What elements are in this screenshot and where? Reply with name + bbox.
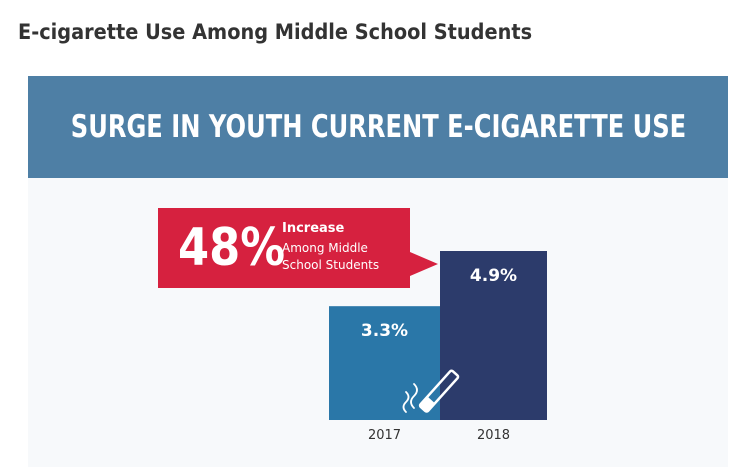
callout-label-line3: School Students (282, 258, 380, 272)
page-title: E-cigarette Use Among Middle School Stud… (18, 20, 533, 44)
tick-label-2018: 2018 (477, 428, 510, 443)
bar-2018 (440, 251, 547, 420)
bar-2017 (329, 306, 440, 420)
banner-text: SURGE IN YOUTH CURRENT E-CIGARETTE USE (70, 109, 686, 145)
callout-box: 48% Increase Among Middle School Student… (158, 208, 410, 288)
infographic-panel: SURGE IN YOUTH CURRENT E-CIGARETTE USE 4… (28, 76, 728, 467)
e-cigarette-icon (418, 369, 460, 413)
bar-chart: 3.3% 4.9% 2017 2018 (329, 251, 547, 443)
callout-label-line1: Increase (282, 221, 345, 236)
value-label-2018: 4.9% (470, 266, 517, 286)
smoke-icon (402, 383, 418, 413)
callout-percent: 48% (178, 218, 286, 278)
value-label-2017: 3.3% (361, 321, 408, 341)
callout-arrow (410, 252, 438, 276)
callout-label-line2: Among Middle (282, 241, 368, 255)
tick-label-2017: 2017 (368, 428, 401, 443)
banner: SURGE IN YOUTH CURRENT E-CIGARETTE USE (28, 76, 728, 178)
